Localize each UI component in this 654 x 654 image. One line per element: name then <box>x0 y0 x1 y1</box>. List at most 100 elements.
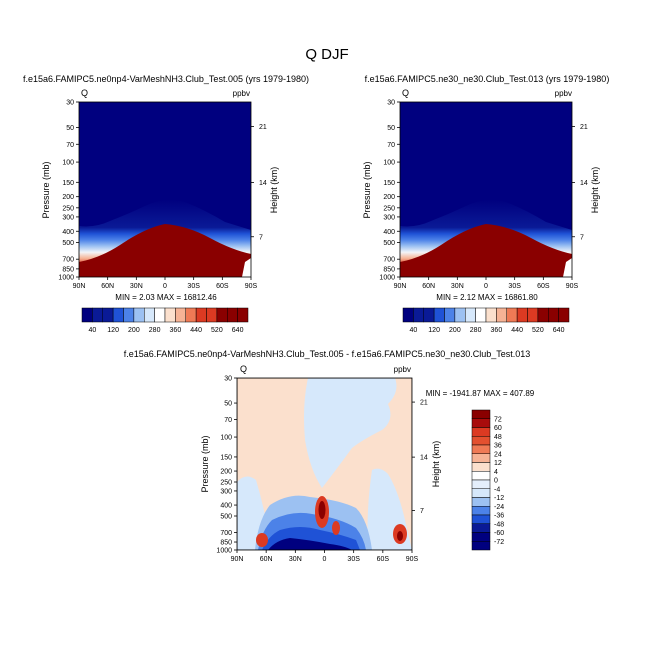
panel-test: f.e15a6.FAMIPC5.ne0np4-VarMeshNH3.Club_T… <box>23 74 309 334</box>
difference-tropic-max <box>332 521 340 535</box>
page-title: Q DJF <box>305 46 348 63</box>
colorbar-swatch <box>485 307 497 323</box>
y-tick-label: 300 <box>62 214 74 221</box>
colorbar-swatch <box>471 479 491 489</box>
colorbar-swatch <box>471 462 491 472</box>
y-tick-label: 700 <box>62 257 74 264</box>
panel-test-colorbar: 40 120 200 280 360 440 520 640 <box>81 307 249 334</box>
panel-difference-title: f.e15a6.FAMIPC5.ne0np4-VarMeshNH3.Club_T… <box>124 349 531 359</box>
colorbar-swatch <box>471 427 491 437</box>
colorbar-label: 120 <box>107 327 119 334</box>
colorbar-swatch <box>433 307 445 323</box>
colorbar-swatch <box>185 307 197 323</box>
difference-upper-negative <box>304 378 397 488</box>
colorbar-swatch <box>444 307 456 323</box>
panel-test-saturated-core <box>79 224 251 277</box>
panel-difference-right-label: ppbv <box>394 365 411 374</box>
panel-test-stats: MIN = 2.03 MAX = 16812.46 <box>115 293 217 302</box>
colorbar-label: 200 <box>449 327 461 334</box>
y-tick-label: 70 <box>224 417 232 424</box>
x-tick-label: 60S <box>537 283 550 290</box>
panel-difference-stats: MIN = -1941.87 MAX = 407.89 <box>426 389 535 398</box>
y-tick-label: 30 <box>224 376 232 383</box>
panel-test-title: f.e15a6.FAMIPC5.ne0np4-VarMeshNH3.Club_T… <box>23 74 309 84</box>
y-tick-label: 850 <box>383 266 395 273</box>
difference-nh-surface-max <box>256 533 268 547</box>
panel-control-title: f.e15a6.FAMIPC5.ne30_ne30.Club_Test.013 … <box>365 74 610 84</box>
colorbar-swatch <box>471 532 491 542</box>
y-tick-label: 200 <box>220 469 232 476</box>
x-tick-label: 30N <box>130 283 143 290</box>
y-tick-label: 1000 <box>216 548 232 555</box>
colorbar-label: 12 <box>494 460 502 467</box>
colorbar-swatch <box>471 506 491 516</box>
colorbar-swatch <box>537 307 549 323</box>
y-tick-label: 1000 <box>58 275 74 282</box>
y-tick-label: 500 <box>383 240 395 247</box>
colorbar-swatch <box>558 307 570 323</box>
colorbar-label: -60 <box>494 530 504 537</box>
colorbar-swatch <box>465 307 476 323</box>
y-tick-label: 200 <box>62 194 74 201</box>
x-tick-label: 90S <box>566 283 579 290</box>
colorbar-label: 40 <box>88 327 96 334</box>
panel-control-stats: MIN = 2.12 MAX = 16861.80 <box>436 293 538 302</box>
panel-difference-left-label: Q <box>240 364 247 374</box>
colorbar-swatch <box>471 444 491 454</box>
panel-control-colorbar: 40 120 200 280 360 440 520 640 <box>402 307 570 334</box>
panel-test-orography <box>242 258 251 277</box>
axes-control: 90N 60N 30N 0 30S 60S 90S 30 50 70 100 150 200 250 300… <box>379 100 587 291</box>
y-tick-label: 70 <box>387 142 395 149</box>
x-tick-label: 90N <box>73 283 86 290</box>
y2-tick-label: 14 <box>420 455 428 462</box>
colorbar-label: 0 <box>494 478 498 485</box>
colorbar-label: 4 <box>494 469 498 476</box>
colorbar-swatch <box>144 307 155 323</box>
panel-difference-y-title: Pressure (mb) <box>200 435 210 492</box>
colorbar-swatch <box>471 409 491 419</box>
y2-tick-label: 14 <box>259 180 267 187</box>
colorbar-label: -24 <box>494 504 504 511</box>
y-tick-label: 850 <box>220 540 232 547</box>
colorbar-label: 60 <box>494 425 502 432</box>
colorbar-label: 640 <box>553 327 565 334</box>
y2-tick-label: 14 <box>580 180 588 187</box>
x-tick-label: 0 <box>484 283 488 290</box>
panel-control-left-label: Q <box>402 88 409 98</box>
colorbar-swatch <box>471 497 491 507</box>
colorbar-label: 24 <box>494 451 502 458</box>
y-tick-label: 100 <box>220 435 232 442</box>
panel-control: f.e15a6.FAMIPC5.ne30_ne30.Club_Test.013 … <box>362 74 609 334</box>
y-tick-label: 500 <box>220 514 232 521</box>
y2-tick-label: 21 <box>259 124 267 131</box>
panel-control-orography <box>563 258 572 277</box>
y-tick-label: 50 <box>224 401 232 408</box>
y-tick-label: 400 <box>220 503 232 510</box>
colorbar-swatch <box>471 541 491 551</box>
x-tick-label: 30S <box>187 283 200 290</box>
colorbar-label: 520 <box>532 327 544 334</box>
colorbar-label: 48 <box>494 434 502 441</box>
panel-test-y2-title: Height (km) <box>269 167 279 214</box>
colorbar-swatch <box>475 307 487 323</box>
y-tick-label: 250 <box>62 205 74 212</box>
y2-tick-label: 7 <box>259 234 263 241</box>
colorbar-swatch <box>164 307 176 323</box>
colorbar-label: -36 <box>494 513 504 520</box>
y-tick-label: 30 <box>66 100 74 107</box>
y-tick-label: 250 <box>220 480 232 487</box>
y2-tick-label: 21 <box>420 400 428 407</box>
panel-control-plot <box>399 101 573 278</box>
y-tick-label: 300 <box>220 488 232 495</box>
colorbar-label: 360 <box>491 327 503 334</box>
panel-control-y-title: Pressure (mb) <box>362 161 372 218</box>
axes-layer: 90N 60N 30N 0 30S 60S 90S305070100150200250300… <box>58 100 587 564</box>
y-tick-label: 200 <box>383 194 395 201</box>
colorbar-label: 200 <box>128 327 140 334</box>
colorbar-swatch <box>471 418 491 428</box>
colorbar-swatch <box>413 307 424 323</box>
axes-test: 90N 60N 30N 0 30S 60S 90S 30 50 70 100 150 200 250 300… <box>58 100 266 291</box>
colorbar-label: 440 <box>511 327 523 334</box>
colorbar-swatch <box>471 436 491 446</box>
x-tick-label: 0 <box>323 556 327 563</box>
